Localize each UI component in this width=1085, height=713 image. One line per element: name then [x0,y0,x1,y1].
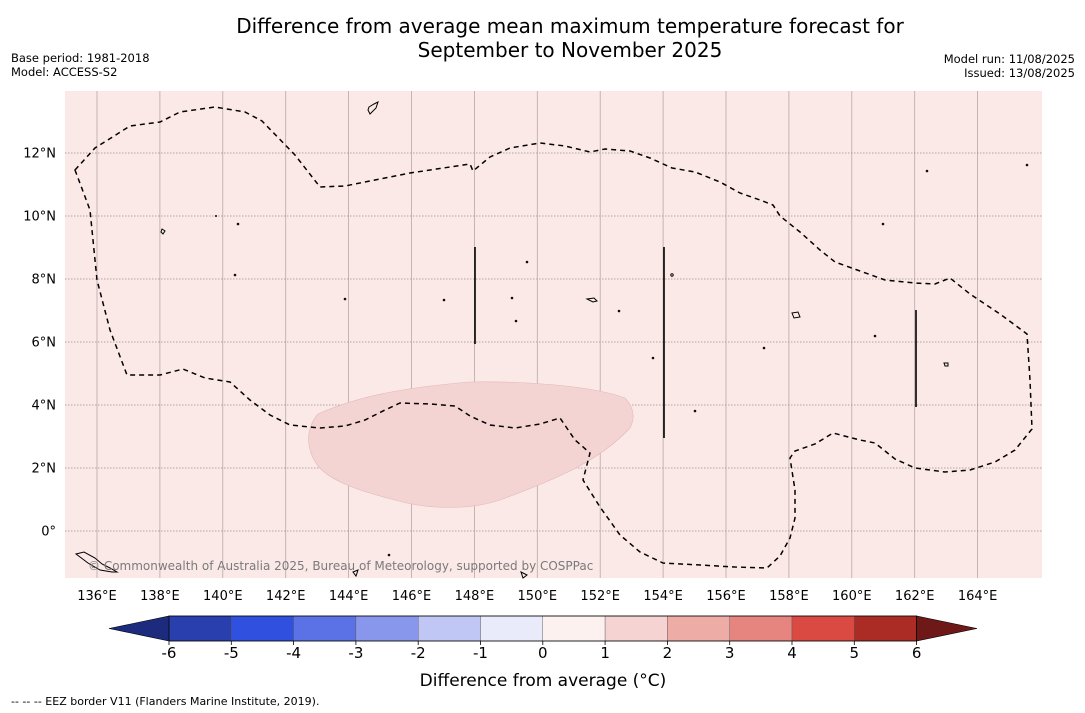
lon-tick-label: 164°E [958,589,998,604]
anomaly-region [308,381,634,508]
eez-border [74,106,1033,569]
lon-tick-label: 150°E [518,589,558,604]
lat-tick-label: 4°N [32,399,57,414]
colorbar-tick-label: -6 [162,644,177,662]
colorbar-over-extend [916,615,978,642]
model-name: Model: ACCESS-S2 [11,65,118,79]
colorbar-tick-label: 2 [663,644,673,662]
colorbar-tick-label: 5 [850,644,860,662]
colorbar-segment [168,615,232,642]
model-run: Model run: 11/08/2025 [943,52,1075,66]
issued-date: Issued: 13/08/2025 [964,66,1075,80]
colorbar-segment [667,615,730,642]
colorbar-tick-label: 0 [538,644,548,662]
copyright-notice: © Commonwealth of Australia 2025, Bureau… [88,559,593,573]
colorbar-tick-label: -1 [473,644,488,662]
lat-tick-label: 0° [41,525,56,540]
colorbar-tick-label: -5 [224,644,239,662]
lon-tick-label: 148°E [455,589,495,604]
base-period: Base period: 1981-2018 [11,51,150,65]
colorbar-segment [231,615,294,642]
lat-tick-label: 6°N [32,336,57,351]
lon-tick-label: 162°E [895,589,935,604]
colorbar-tick-label: -2 [411,644,426,662]
colorbar-tick-label: 6 [912,644,922,662]
colorbar-segment [418,615,481,642]
islands [74,101,1029,579]
lon-tick-label: 136°E [77,589,117,604]
colorbar [108,615,978,642]
title-line-2: September to November 2025 [417,38,723,62]
lat-tick-label: 8°N [32,273,57,288]
colorbar-segment [791,615,855,642]
lat-tick-label: 12°N [23,147,56,162]
lon-tick-label: 152°E [580,589,620,604]
colorbar-tick-label: -3 [348,644,363,662]
colorbar-tick-label: 4 [787,644,797,662]
colorbar-tick-label: 3 [725,644,735,662]
meta-left: Base period: 1981-2018 Model: ACCESS-S2 [11,51,150,79]
footer-legend: -- -- -- EEZ border V11 (Flanders Marine… [11,695,320,708]
lon-tick-label: 142°E [266,589,306,604]
lon-tick-label: 140°E [203,589,243,604]
colorbar-under-extend [108,615,170,642]
colorbar-tick-label: 1 [600,644,610,662]
lon-tick-label: 160°E [832,589,872,604]
lon-tick-label: 138°E [140,589,180,604]
colorbar-segment [293,615,357,642]
colorbar-tick-label: -4 [286,644,301,662]
title-line-1: Difference from average mean maximum tem… [236,14,904,38]
colorbar-segment [542,615,606,642]
lon-tick-label: 146°E [392,589,432,604]
colorbar-segment [480,615,543,642]
lat-tick-label: 2°N [32,462,57,477]
colorbar-title: Difference from average (°C) [420,671,667,691]
latitude-labels: 12°N 10°N 8°N 6°N 4°N 2°N 0° [23,147,56,540]
lon-tick-label: 154°E [643,589,683,604]
lat-tick-label: 10°N [23,210,56,225]
colorbar-segment [854,615,917,642]
colorbar-segment [355,615,419,642]
colorbar-segment [604,615,668,642]
meta-right: Model run: 11/08/2025 Issued: 13/08/2025 [944,52,1075,80]
longitude-labels: 136°E 138°E 140°E 142°E 144°E 146°E 148°E 150°E… [77,589,997,604]
lon-tick-label: 144°E [329,589,369,604]
map-background [65,91,1042,578]
lon-tick-label: 156°E [706,589,746,604]
chart-title: Difference from average mean maximum tem… [0,14,1085,62]
colorbar-segment [729,615,793,642]
colorbar-tick-labels: -6 -5 -4 -3 -2 -1 0 1 2 3 4 5 6 [162,641,922,662]
eez-boundary-segments [474,247,917,438]
lon-tick-label: 158°E [769,589,809,604]
graticule [65,91,1042,578]
